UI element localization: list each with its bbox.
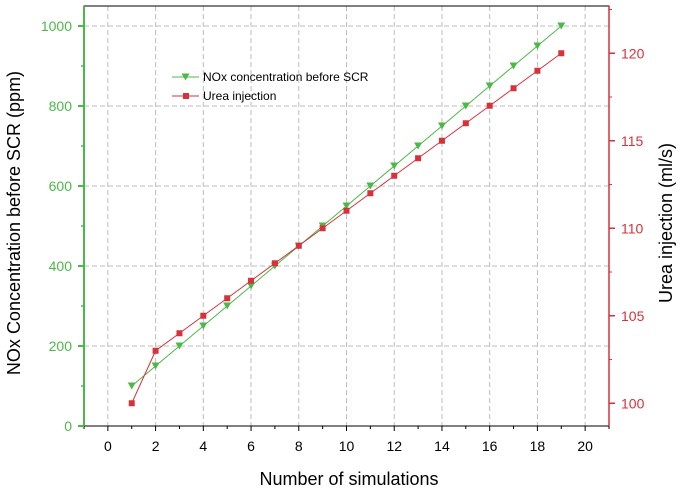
left-tick-label: 800 <box>49 98 73 114</box>
x-tick-label: 16 <box>482 438 498 454</box>
x-tick-label: 4 <box>199 438 207 454</box>
left-tick-label: 200 <box>49 338 73 354</box>
grid <box>84 6 609 427</box>
point-urea <box>367 190 374 197</box>
point-urea <box>343 207 350 214</box>
point-nox <box>509 62 518 70</box>
point-urea <box>224 295 231 302</box>
right-tick-label: 100 <box>621 395 645 411</box>
x-tick-label: 8 <box>295 438 303 454</box>
point-urea <box>248 277 255 284</box>
legend-urea-label: Urea injection <box>203 89 276 103</box>
point-nox <box>151 362 160 370</box>
point-urea <box>295 242 302 249</box>
right-tick-label: 115 <box>621 133 644 149</box>
right-axis-ticks: 100 105 110 115 120 <box>609 9 645 411</box>
x-tick-label: 12 <box>386 438 402 454</box>
right-tick-label: 105 <box>621 308 645 324</box>
point-nox <box>557 22 566 30</box>
legend-nox-label: NOx concentration before SCR <box>203 70 369 84</box>
legend-item-nox: NOx concentration before SCR <box>172 70 369 84</box>
point-nox <box>199 322 208 330</box>
point-nox <box>437 122 446 130</box>
right-tick-label: 120 <box>621 45 645 61</box>
legend-urea-marker <box>183 93 189 99</box>
point-urea <box>534 67 541 74</box>
point-urea <box>176 330 183 337</box>
point-nox <box>342 202 351 210</box>
x-axis-title: Number of simulations <box>259 469 438 489</box>
legend-nox-marker <box>181 73 190 81</box>
point-nox <box>175 342 184 350</box>
legend-item-urea: Urea injection <box>172 89 276 103</box>
left-tick-label: 600 <box>49 178 73 194</box>
point-urea <box>486 102 493 109</box>
point-urea <box>271 260 278 267</box>
x-tick-label: 14 <box>434 438 450 454</box>
point-urea <box>462 120 469 127</box>
point-nox <box>223 302 232 310</box>
right-tick-label: 110 <box>621 220 644 236</box>
point-urea <box>152 347 159 354</box>
right-axis-title: Urea injection (ml/s) <box>656 143 676 303</box>
left-tick-label: 400 <box>49 258 73 274</box>
x-tick-label: 0 <box>104 438 112 454</box>
point-nox <box>461 102 470 110</box>
point-nox <box>247 282 256 290</box>
x-tick-label: 6 <box>247 438 255 454</box>
point-nox <box>366 182 375 190</box>
point-urea <box>200 312 207 319</box>
series-layer <box>127 22 566 407</box>
left-axis-title: NOx Concentration before SCR (ppm) <box>4 71 24 375</box>
point-urea <box>438 137 445 144</box>
x-tick-label: 18 <box>530 438 546 454</box>
left-tick-label: 0 <box>64 418 72 434</box>
point-urea <box>128 400 135 407</box>
point-urea <box>415 155 422 162</box>
point-nox <box>533 42 542 50</box>
point-urea <box>510 85 517 92</box>
x-axis-ticks: 0 2 4 6 8 10 12 14 16 18 20 <box>83 426 610 454</box>
point-urea <box>319 225 326 232</box>
point-urea <box>391 172 398 179</box>
point-urea <box>558 50 565 57</box>
point-nox <box>414 142 423 150</box>
x-tick-label: 2 <box>152 438 160 454</box>
left-axis-ticks: 0 200 400 600 800 1000 <box>41 18 84 434</box>
x-tick-label: 10 <box>339 438 355 454</box>
point-nox <box>127 382 136 390</box>
legend: NOx concentration before SCR Urea inject… <box>172 70 369 103</box>
x-tick-label: 20 <box>577 438 593 454</box>
left-tick-label: 1000 <box>41 18 72 34</box>
point-nox <box>390 162 399 170</box>
point-nox <box>485 82 494 90</box>
